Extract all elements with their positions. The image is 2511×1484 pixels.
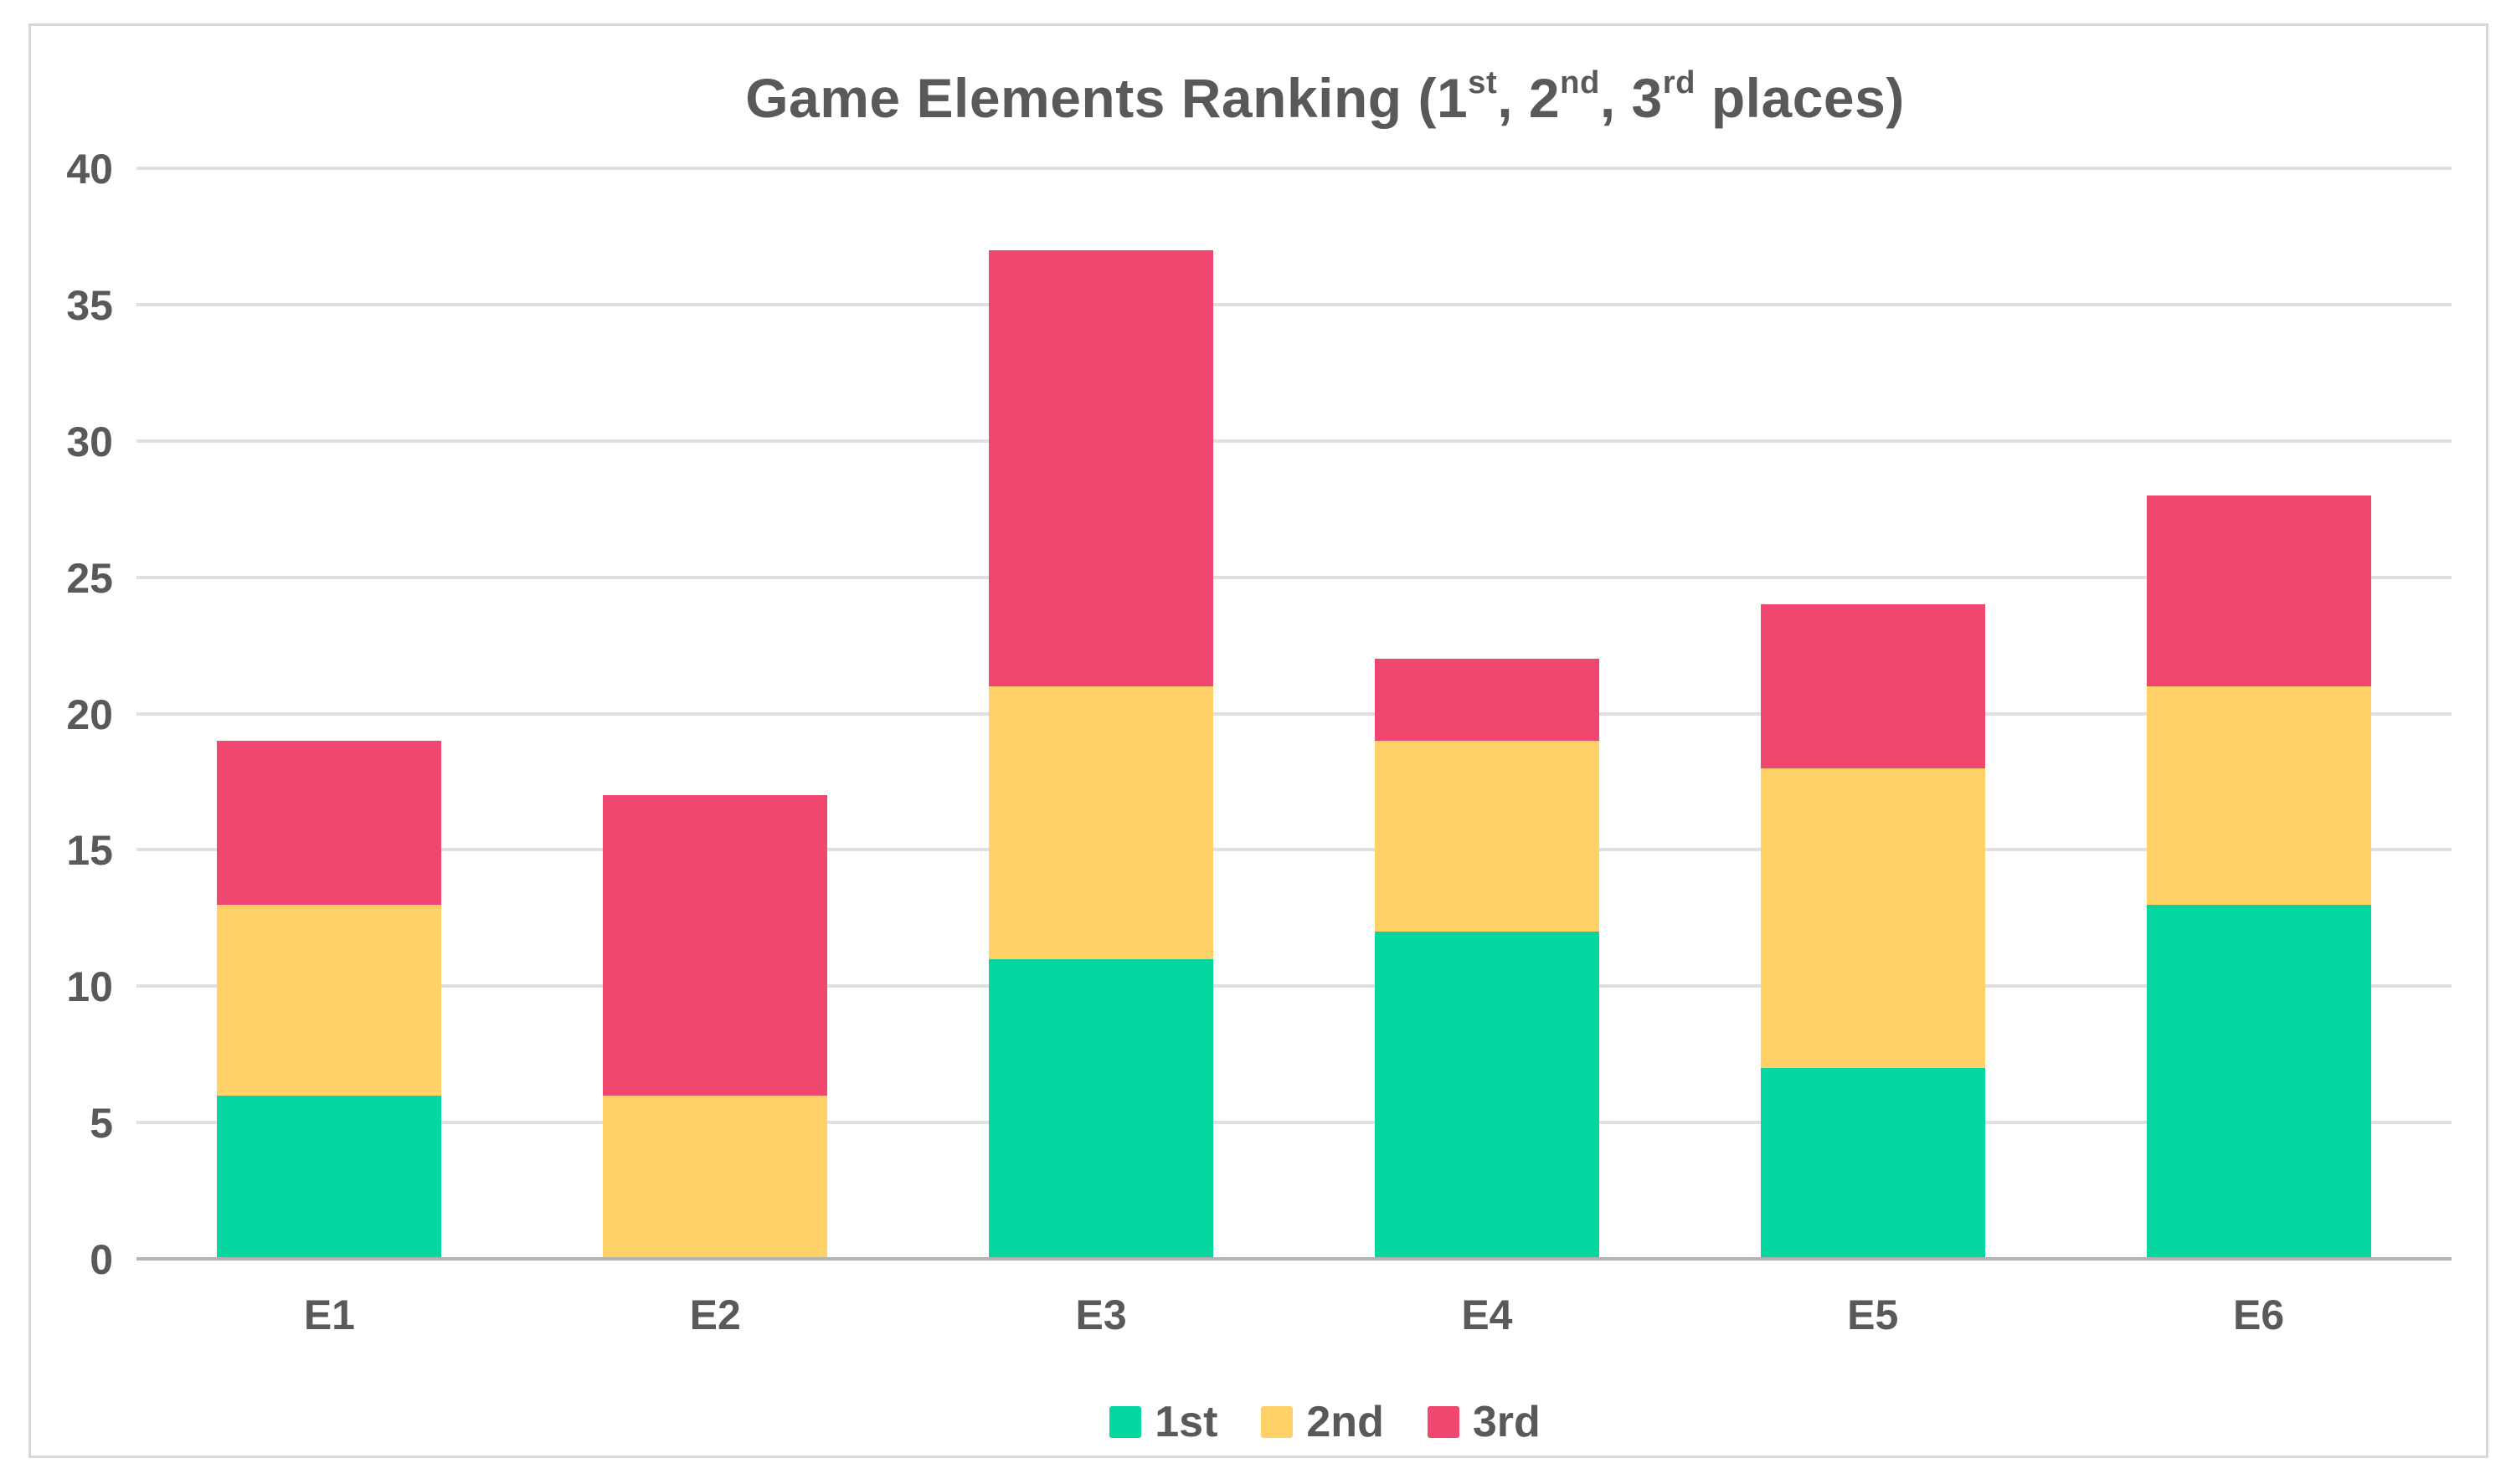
gridline-y25 — [136, 575, 2452, 579]
x-axis-label-E4: E4 — [1461, 1291, 1513, 1338]
title-ordinal-suffix: nd — [1560, 64, 1600, 101]
bar-segment-E3-1st — [989, 958, 1214, 1259]
bar-segment-E1-3rd — [217, 741, 442, 905]
title-text: Game Elements Ranking (1 — [745, 67, 1469, 129]
bar-segment-E1-1st — [217, 1095, 442, 1259]
bar-segment-E5-3rd — [1760, 604, 1985, 768]
title-text: places) — [1695, 67, 1905, 129]
bar-segment-E5-1st — [1760, 1067, 1985, 1259]
title-text: , 3 — [1599, 67, 1663, 129]
bar-segment-E6-1st — [2146, 904, 2371, 1259]
y-axis-tick-label-10: 10 — [66, 963, 113, 1011]
y-axis-tick-label-5: 5 — [90, 1100, 113, 1148]
gridline-y20 — [136, 711, 2452, 716]
bar-segment-E5-2nd — [1760, 768, 1985, 1068]
legend-item-3rd: 3rd — [1427, 1398, 1541, 1446]
title-text: , 2 — [1497, 67, 1561, 129]
legend-item-2nd: 2nd — [1261, 1398, 1384, 1446]
legend-swatch-1st — [1109, 1406, 1142, 1438]
bar-segment-E4-2nd — [1374, 741, 1599, 932]
y-axis-tick-label-25: 25 — [66, 554, 113, 602]
legend-label-3rd: 3rd — [1472, 1398, 1541, 1446]
legend: 1st 2nd 3rd — [167, 1400, 2483, 1444]
legend-swatch-2nd — [1261, 1406, 1294, 1438]
bar-segment-E4-1st — [1374, 932, 1599, 1259]
y-axis-tick-label-15: 15 — [66, 827, 113, 875]
legend-label-2nd: 2nd — [1306, 1398, 1384, 1446]
gridline-y40 — [136, 167, 2452, 170]
bar-segment-E1-2nd — [217, 904, 442, 1096]
bar-segment-E6-2nd — [2146, 686, 2371, 905]
chart-card: Game Elements Ranking (1st, 2nd, 3rd pla… — [28, 23, 2488, 1458]
x-axis-label-E1: E1 — [303, 1291, 355, 1338]
x-axis-label-E6: E6 — [2232, 1291, 2285, 1338]
y-axis-tick-label-40: 40 — [66, 146, 113, 193]
gridline-y10 — [136, 984, 2452, 988]
x-axis-label-E3: E3 — [1075, 1291, 1127, 1338]
bar-segment-E3-2nd — [989, 686, 1214, 959]
gridline-y30 — [136, 439, 2452, 443]
legend-item-1st: 1st — [1109, 1400, 1217, 1444]
bar-segment-E2-3rd — [603, 795, 828, 1096]
bar-segment-E6-3rd — [2146, 495, 2371, 686]
y-axis-tick-label-35: 35 — [66, 281, 113, 329]
y-axis-tick-label-30: 30 — [66, 418, 113, 465]
bar-segment-E4-3rd — [1374, 659, 1599, 742]
x-axis-label-E5: E5 — [1847, 1291, 1899, 1338]
x-axis-line — [136, 1257, 2452, 1261]
bar-segment-E2-2nd — [603, 1095, 828, 1259]
legend-label-1st: 1st — [1155, 1398, 1218, 1446]
gridline-y15 — [136, 848, 2452, 852]
gridline-y5 — [136, 1121, 2452, 1125]
y-axis-tick-label-20: 20 — [66, 691, 113, 738]
chart-title: Game Elements Ranking (1st, 2nd, 3rd pla… — [167, 64, 2483, 130]
bar-segment-E3-3rd — [989, 249, 1214, 686]
gridline-y35 — [136, 302, 2452, 306]
title-ordinal-suffix: st — [1468, 64, 1498, 101]
title-ordinal-suffix: rd — [1662, 64, 1695, 101]
y-axis-tick-label-0: 0 — [90, 1236, 113, 1283]
legend-swatch-3rd — [1427, 1406, 1459, 1438]
x-axis-label-E2: E2 — [689, 1291, 741, 1338]
